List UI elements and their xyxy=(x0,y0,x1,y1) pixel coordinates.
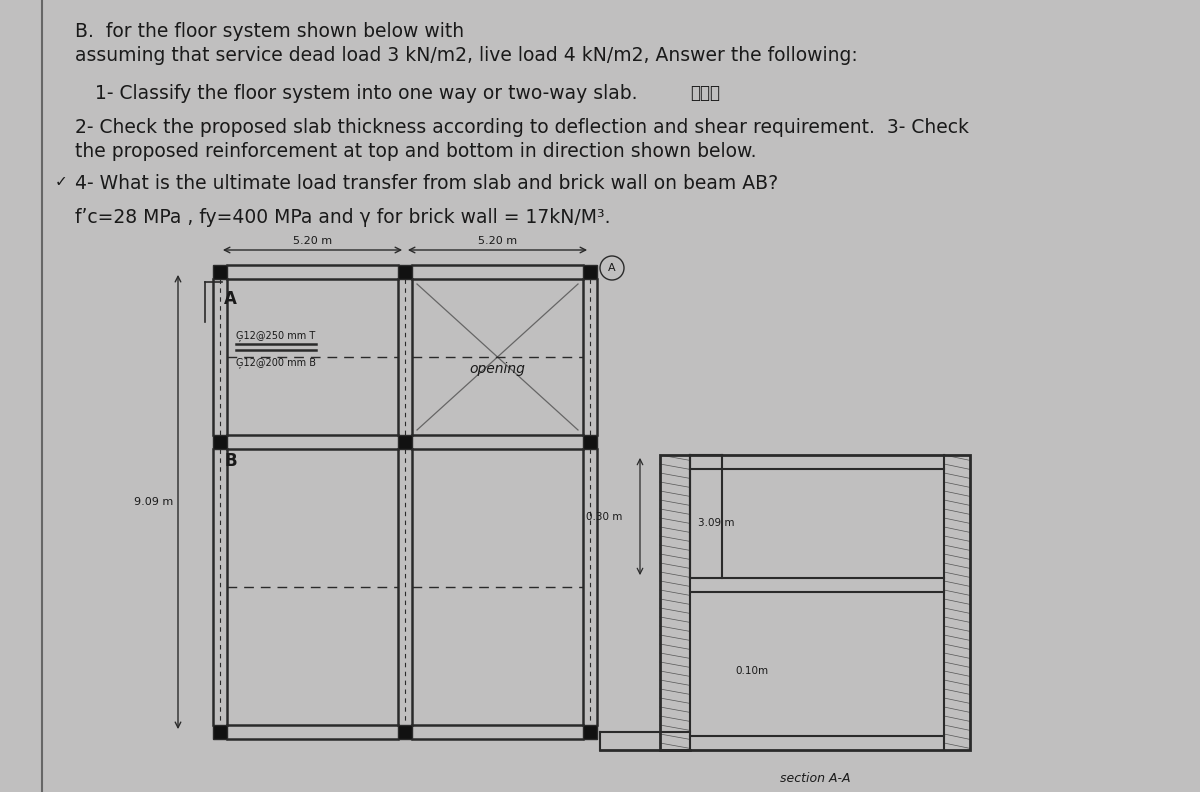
Bar xyxy=(214,725,227,739)
Text: A: A xyxy=(608,263,616,273)
Text: 0.30 m: 0.30 m xyxy=(586,512,622,521)
Text: ✓: ✓ xyxy=(55,174,67,189)
Text: Ģ12@250 mm T: Ģ12@250 mm T xyxy=(236,330,316,341)
Bar xyxy=(583,435,598,449)
Text: assuming that service dead load 3 kN/m2, live load 4 kN/m2, Answer the following: assuming that service dead load 3 kN/m2,… xyxy=(74,46,858,65)
Bar xyxy=(583,265,598,279)
Text: Ģ12@200 mm B: Ģ12@200 mm B xyxy=(236,357,316,367)
Bar xyxy=(398,435,412,449)
Bar xyxy=(398,265,412,279)
Text: B: B xyxy=(224,452,236,470)
Text: the proposed reinforcement at top and bottom in direction shown below.: the proposed reinforcement at top and bo… xyxy=(74,142,756,161)
Text: 2- Check the proposed slab thickness according to deflection and shear requireme: 2- Check the proposed slab thickness acc… xyxy=(74,118,970,137)
Bar xyxy=(398,725,412,739)
Bar xyxy=(214,435,227,449)
Bar xyxy=(660,455,970,750)
Text: A: A xyxy=(224,290,236,308)
Text: 5.20 m: 5.20 m xyxy=(478,236,517,246)
Text: B.  for the floor system shown below with: B. for the floor system shown below with xyxy=(74,22,464,41)
Text: 1- Classify the floor system into one way or two-way slab.: 1- Classify the floor system into one wa… xyxy=(95,84,637,103)
Text: لره: لره xyxy=(690,84,720,102)
Text: 3.09 m: 3.09 m xyxy=(698,519,734,528)
Bar xyxy=(583,725,598,739)
Text: opening: opening xyxy=(469,362,526,376)
Text: 4- What is the ultimate load transfer from slab and brick wall on beam AB?: 4- What is the ultimate load transfer fr… xyxy=(74,174,778,193)
Bar xyxy=(214,265,227,279)
Text: 5.20 m: 5.20 m xyxy=(293,236,332,246)
Text: 9.09 m: 9.09 m xyxy=(133,497,173,507)
Text: 0.10m: 0.10m xyxy=(734,666,768,676)
Text: section A-A: section A-A xyxy=(780,772,851,785)
Text: fʼc=28 MPa , fy=400 MPa and γ for brick wall = 17kN/M³.: fʼc=28 MPa , fy=400 MPa and γ for brick … xyxy=(74,208,611,227)
